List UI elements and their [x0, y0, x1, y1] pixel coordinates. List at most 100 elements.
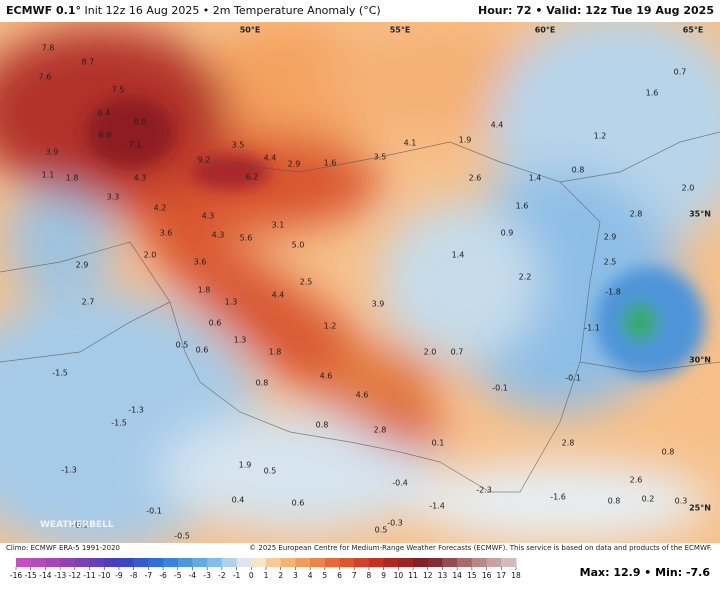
map-value-label: -0.5 [174, 532, 190, 541]
map-value-label: 2.8 [562, 439, 575, 448]
map-value-label: 7.8 [42, 44, 55, 53]
title: Init 12z 16 Aug 2025 • 2m Temperature An… [84, 4, 381, 17]
colorbar-swatch [133, 558, 149, 567]
colorbar-swatch [177, 558, 193, 567]
colorbar-label: -3 [203, 571, 211, 580]
map-value-label: 2.9 [604, 233, 617, 242]
map-value-label: 1.9 [239, 461, 252, 470]
map-value-label: 4.6 [320, 372, 333, 381]
map-value-label: 0.5 [375, 526, 388, 535]
climo: Climo: ECMWF ERA-5 1991-2020 [6, 544, 120, 552]
colorbar-swatch [30, 558, 46, 567]
colorbar-swatch [251, 558, 267, 567]
map-value-label: 4.3 [202, 212, 215, 221]
map-value-label: 3.9 [372, 300, 385, 309]
colorbar-label: -2 [218, 571, 226, 580]
colorbar-swatch [266, 558, 282, 567]
map-value-label: 0.8 [608, 497, 621, 506]
map-value-label: 0.7 [674, 68, 687, 77]
colorbar-swatch [192, 558, 208, 567]
colorbar-label: 10 [394, 571, 404, 580]
colorbar-label: 4 [308, 571, 313, 580]
graticule-label: 30°N [689, 356, 711, 365]
map-value-label: 2.9 [288, 160, 301, 169]
map-value-label: 3.1 [272, 221, 285, 230]
map-value-label: 0.3 [675, 497, 688, 506]
colorbar-swatch [398, 558, 414, 567]
map-value-label: -1.8 [605, 288, 621, 297]
map-value-label: 2.5 [604, 258, 617, 267]
colorbar-label: 17 [497, 571, 507, 580]
map-value-label: -1.4 [429, 502, 445, 511]
graticule-label: 35°N [689, 210, 711, 219]
colorbar-label: -1 [233, 571, 241, 580]
colorbar-label: -15 [25, 571, 37, 580]
graticule-label: 25°N [689, 504, 711, 513]
map-value-label: 2.0 [682, 184, 695, 193]
watermark: WEATHERBELL [40, 520, 114, 530]
colorbar-label: 0 [249, 571, 254, 580]
colorbar-swatch [295, 558, 311, 567]
map-value-label: 0.2 [642, 495, 655, 504]
map-value-label: 3.6 [160, 229, 173, 238]
map-value-label: 3.5 [374, 153, 387, 162]
colorbar-label: 18 [511, 571, 521, 580]
map-value-label: 4.2 [154, 204, 167, 213]
colorbar-label: 2 [278, 571, 283, 580]
colorbar-swatch [383, 558, 399, 567]
colorbar-swatch [339, 558, 355, 567]
map-value-label: 0.7 [451, 348, 464, 357]
colorbar-swatch [16, 558, 32, 567]
map-value-label: 4.4 [272, 291, 285, 300]
colorbar-swatch [60, 558, 76, 567]
colorbar-label: 3 [293, 571, 298, 580]
colorbar-swatch [442, 558, 458, 567]
map-value-label: 1.8 [269, 348, 282, 357]
map-value-label: -0.1 [492, 384, 508, 393]
map-value-label: 0.6 [209, 319, 222, 328]
map-value-label: 1.3 [234, 336, 247, 345]
map-value-label: -1.5 [52, 369, 68, 378]
colorbar-swatch [280, 558, 296, 567]
colorbar-swatch [427, 558, 443, 567]
borders [0, 131, 720, 493]
colorbar-swatch [207, 558, 223, 567]
colorbar-label: -4 [189, 571, 197, 580]
colorbar-label: 9 [381, 571, 386, 580]
map-value-label: 0.6 [196, 346, 209, 355]
map-value-label: 0.5 [264, 467, 277, 476]
map-value-label: 1.6 [646, 89, 659, 98]
graticule-label: 55°E [390, 26, 411, 35]
map-value-label: 7.1 [129, 141, 142, 150]
map-value-label: -1.1 [584, 324, 600, 333]
map-value-label: -0.4 [392, 479, 408, 488]
colorbar-label: 12 [423, 571, 433, 580]
colorbar-swatch [457, 558, 473, 567]
map-value-label: -1.6 [550, 493, 566, 502]
map-value-label: -0.1 [565, 374, 581, 383]
value-labels: 7.8 8.7 7.6 7.5 6.4 8.0 6.9 7.1 3.9 9.2 3.5 4.4 2.9 1… [39, 44, 695, 541]
colorbar-swatch [354, 558, 370, 567]
map-value-label: 4.3 [212, 231, 225, 240]
colorbar-swatch [501, 558, 517, 567]
map-value-label: 6.4 [98, 109, 111, 118]
map-value-label: 9.2 [198, 156, 211, 165]
map-value-label: 7.6 [39, 73, 52, 82]
colorbar-label: 6 [337, 571, 342, 580]
anomaly-field [0, 22, 720, 543]
map-value-label: 0.8 [316, 421, 329, 430]
colorbar-swatch [368, 558, 385, 567]
map-value-label: -1.3 [61, 466, 77, 475]
colorbar-label: -12 [69, 571, 81, 580]
map-value-label: 1.8 [66, 174, 79, 183]
map-value-label: -0.6 [72, 521, 88, 530]
graticule: 50°E 55°E 60°E 65°E 35°N 30°N 25°N [240, 26, 711, 513]
map-value-label: 1.1 [42, 171, 55, 180]
colorbar-label: -11 [83, 571, 95, 580]
colorbar-label: 5 [322, 571, 327, 580]
map-value-label: 2.6 [630, 476, 643, 485]
colorbar-label: -5 [174, 571, 182, 580]
map-value-label: -2.3 [476, 486, 492, 495]
colorbar-swatch [221, 558, 238, 567]
